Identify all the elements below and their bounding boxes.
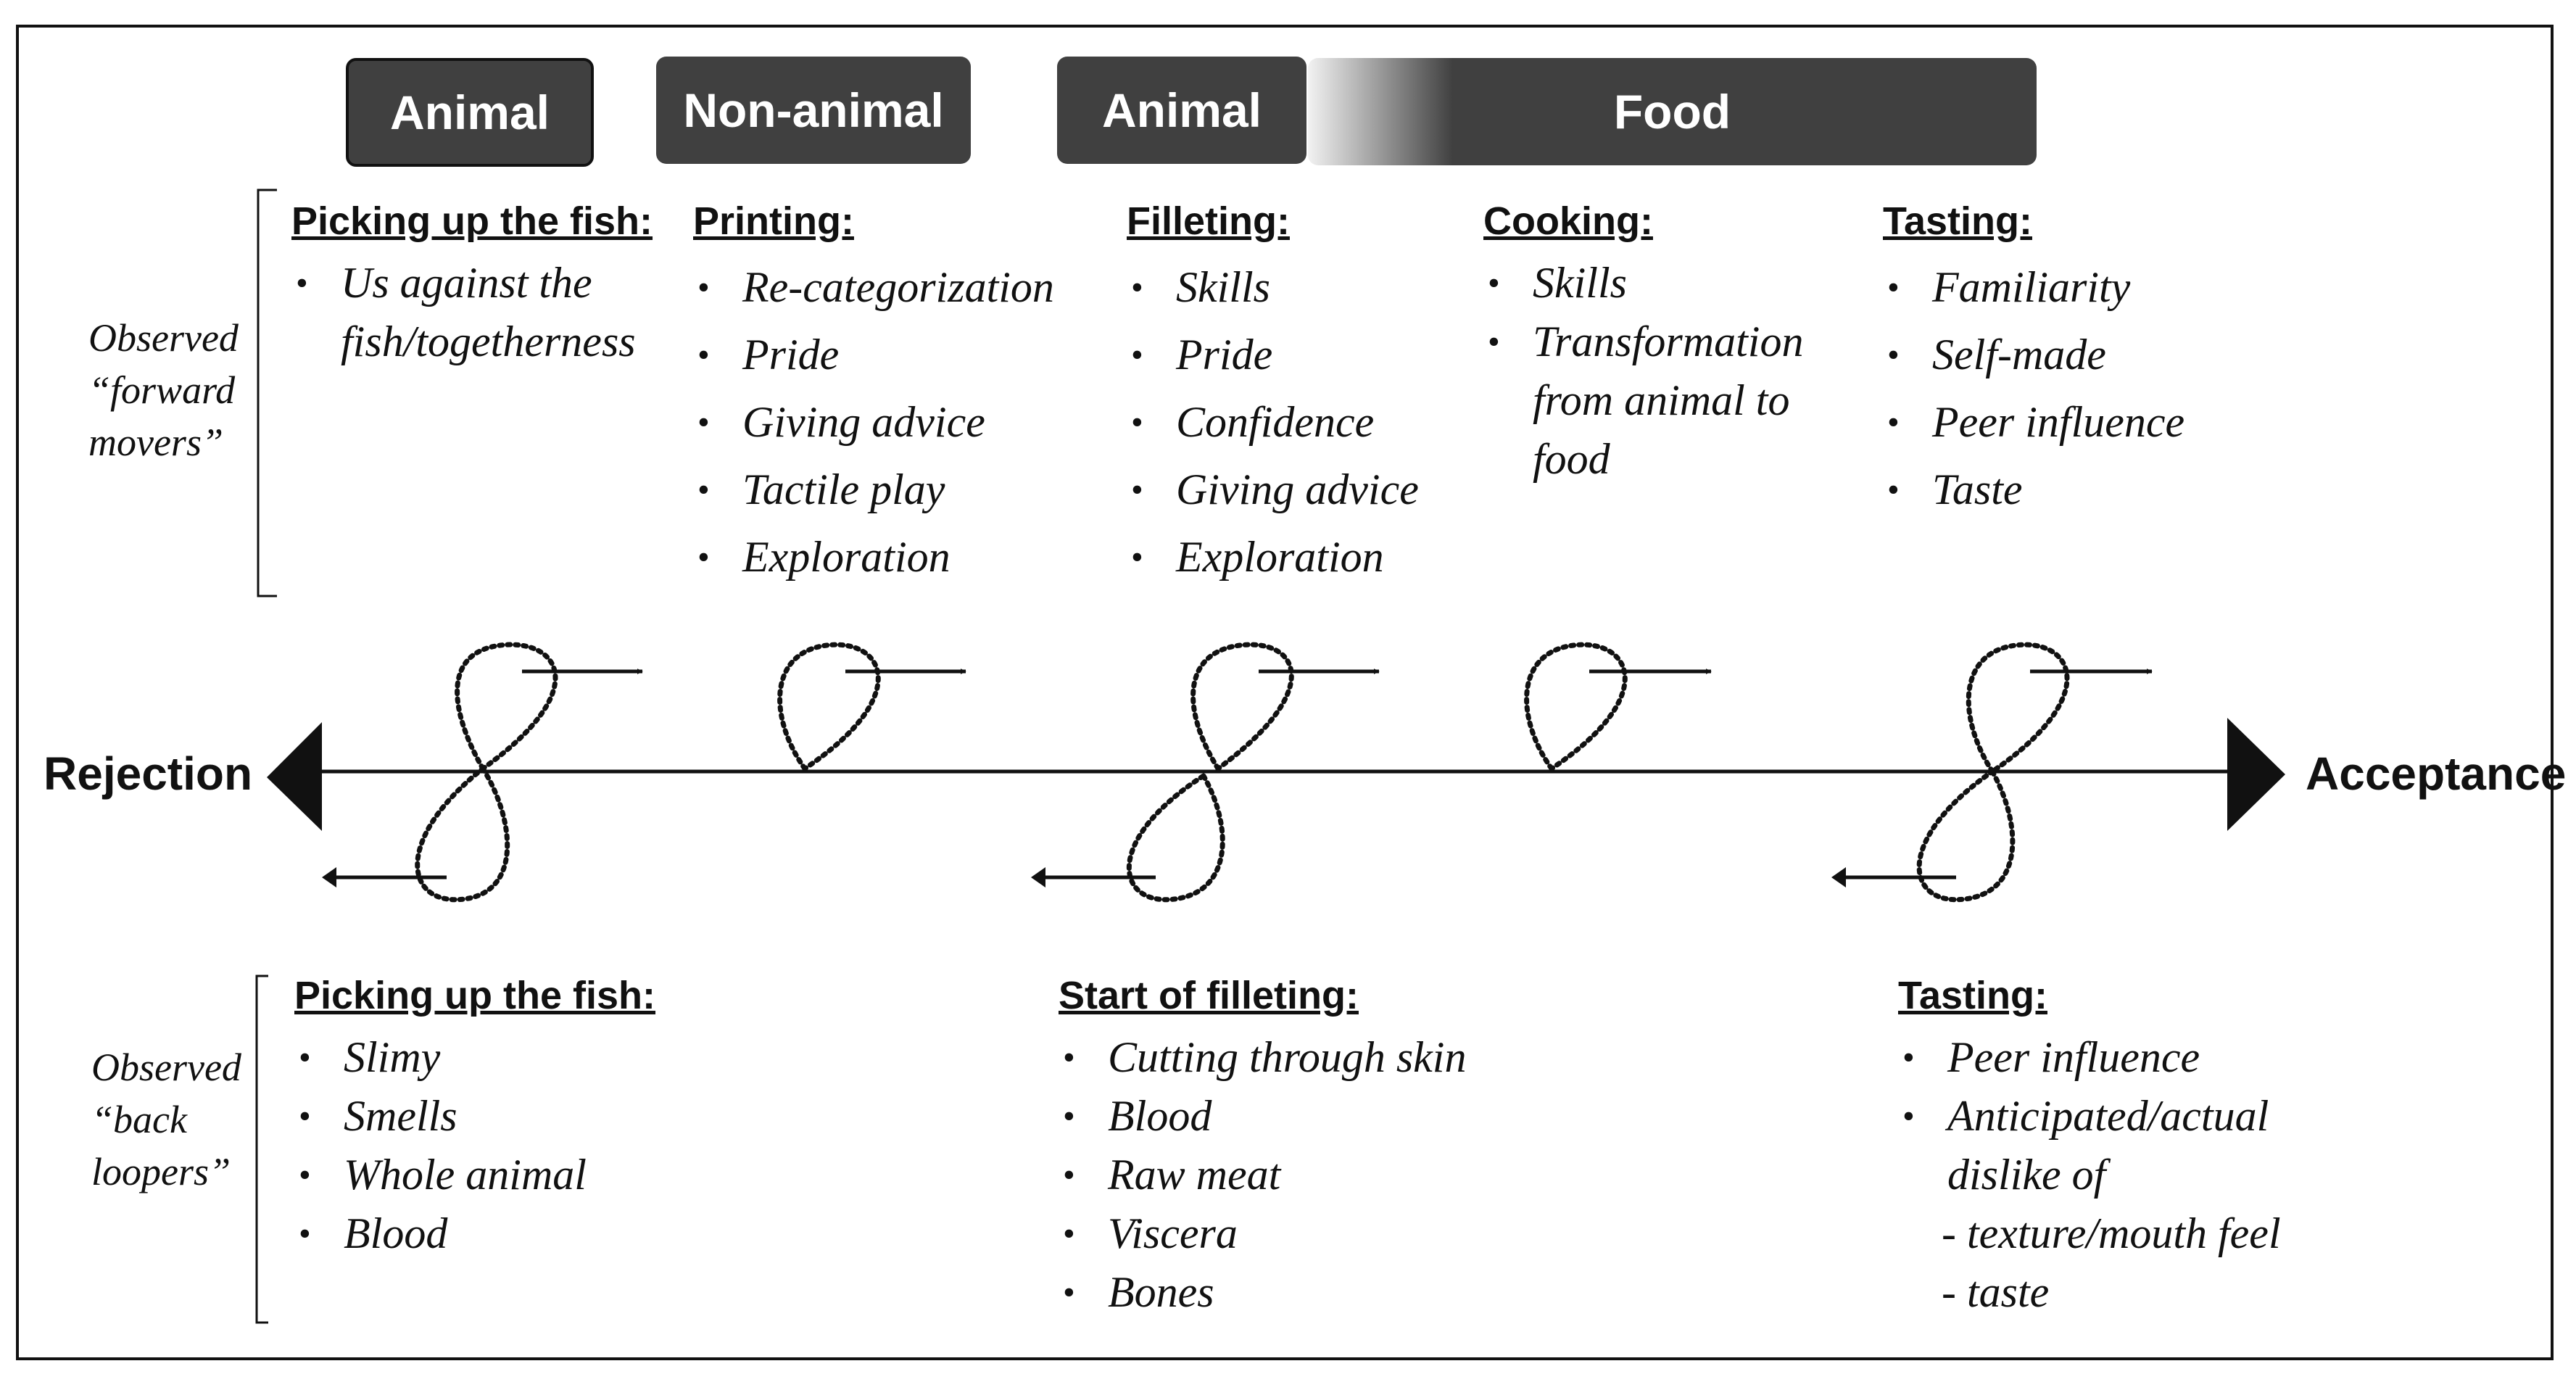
back-tasting: Tasting: Peer influence Anticipated/actu… xyxy=(1898,973,2281,1322)
list-item: Taste xyxy=(1883,456,2184,524)
list-item: Anticipated/actual xyxy=(1898,1087,2281,1146)
list-item: Peer influence xyxy=(1883,389,2184,456)
back-loopers-label: Observed “back loopers” xyxy=(91,1046,241,1193)
stage-food: Food xyxy=(1308,58,2037,165)
column-heading: Tasting: xyxy=(1898,974,2047,1017)
column-heading: Filleting: xyxy=(1127,199,1290,243)
list-item: Peer influence xyxy=(1898,1028,2281,1087)
stage-food-label: Food xyxy=(1613,85,1731,138)
list-item: Whole animal xyxy=(294,1146,655,1204)
list-item: Exploration xyxy=(1127,524,1419,591)
stage-animal-1: Animal xyxy=(346,58,594,167)
list-item-continuation: food xyxy=(1533,435,1610,483)
stage-animal-2: Animal xyxy=(1057,57,1306,164)
list-item: Blood xyxy=(294,1204,655,1263)
list-item-continuation: fish/togetherness xyxy=(341,318,636,365)
loop-forward-2 xyxy=(777,642,966,771)
loop-figure-eight-3 xyxy=(1031,642,1380,903)
list-item: Bones xyxy=(1059,1263,1466,1322)
list-item-continuation: - taste xyxy=(1942,1268,2050,1316)
loop-figure-eight-1 xyxy=(322,642,643,903)
list-item: Giving advice xyxy=(693,389,1054,456)
forward-movers-label: Observed “forward movers” xyxy=(88,316,239,464)
list-item: Tactile play xyxy=(693,456,1054,524)
column-heading: Tasting: xyxy=(1883,199,2032,243)
stage-non-animal: Non-animal xyxy=(656,57,971,164)
list-item: Giving advice xyxy=(1127,456,1419,524)
list-item: Self-made xyxy=(1883,321,2184,389)
column-heading: Picking up the fish: xyxy=(291,199,653,243)
column-heading: Cooking: xyxy=(1483,199,1653,243)
list-item: Smells xyxy=(294,1087,655,1146)
forward-tasting: Tasting: Familiarity Self-made Peer infl… xyxy=(1883,199,2184,524)
list-item: Confidence xyxy=(1127,389,1419,456)
back-bracket xyxy=(255,975,268,1324)
forward-filleting: Filleting: Skills Pride Confidence Givin… xyxy=(1127,199,1419,591)
list-item: Skills xyxy=(1127,254,1419,321)
loop-figure-eight-5 xyxy=(1831,642,2153,903)
list-item: Familiarity xyxy=(1883,254,2184,321)
stage-animal-2-label: Animal xyxy=(1101,83,1262,137)
list-item: Skills xyxy=(1483,254,1803,313)
list-item: Re-categorization xyxy=(693,254,1054,321)
back-start-of-filleting: Start of filleting: Cutting through skin… xyxy=(1059,973,1466,1322)
list-item: Blood xyxy=(1059,1087,1466,1146)
column-heading: Printing: xyxy=(693,199,854,243)
forward-picking-up-fish: Picking up the fish: Us against the fish… xyxy=(291,199,653,371)
axis-label-rejection: Rejection xyxy=(44,748,253,800)
forward-cooking: Cooking: Skills Transformation from anim… xyxy=(1483,199,1803,489)
list-item-continuation: from animal to xyxy=(1533,376,1790,424)
column-heading: Picking up the fish: xyxy=(294,974,656,1017)
list-item: Transformation xyxy=(1483,313,1803,371)
loop-forward-4 xyxy=(1524,642,1712,771)
list-item: Viscera xyxy=(1059,1204,1466,1263)
acceptance-arrowhead-icon xyxy=(2227,718,2285,831)
rejection-arrowhead-icon xyxy=(267,722,322,831)
list-item: Pride xyxy=(693,321,1054,389)
list-item: Cutting through skin xyxy=(1059,1028,1466,1087)
list-item-continuation: - texture/mouth feel xyxy=(1942,1209,2281,1257)
column-heading: Start of filleting: xyxy=(1059,974,1359,1017)
list-item: Exploration xyxy=(693,524,1054,591)
list-item: Raw meat xyxy=(1059,1146,1466,1204)
stage-animal-1-label: Animal xyxy=(389,86,550,139)
back-picking-up-fish: Picking up the fish: Slimy Smells Whole … xyxy=(294,973,655,1263)
list-item: Us against the xyxy=(291,254,653,313)
stage-non-animal-label: Non-animal xyxy=(683,83,944,137)
list-item: Pride xyxy=(1127,321,1419,389)
list-item-continuation: dislike of xyxy=(1947,1151,2106,1199)
forward-bracket xyxy=(257,189,277,597)
forward-printing: Printing: Re-categorization Pride Giving… xyxy=(693,199,1054,591)
list-item: Slimy xyxy=(294,1028,655,1087)
axis-label-acceptance: Acceptance xyxy=(2306,748,2567,800)
